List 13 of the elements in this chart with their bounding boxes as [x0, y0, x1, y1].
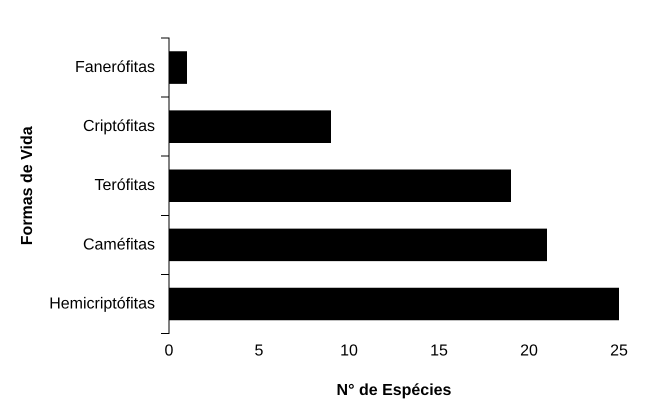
x-tick-label: 10	[340, 342, 358, 360]
x-axis-title: N° de Espécies	[336, 382, 452, 399]
y-axis-title: Formas de Vida	[19, 126, 36, 246]
y-tick-label: Criptófitas	[82, 118, 156, 136]
x-tick-label: 20	[520, 342, 538, 360]
x-tick-label: 15	[430, 342, 448, 360]
y-tick-label: Fanerófitas	[74, 58, 156, 76]
x-tick-label: 5	[254, 342, 264, 360]
x-tick-label: 25	[610, 342, 628, 360]
y-tick-label: Caméfitas	[82, 236, 156, 254]
y-tick-label: Hemicriptófitas	[49, 295, 156, 312]
x-tick-label: 0	[164, 342, 174, 360]
y-tick-label: Terófitas	[94, 177, 156, 194]
